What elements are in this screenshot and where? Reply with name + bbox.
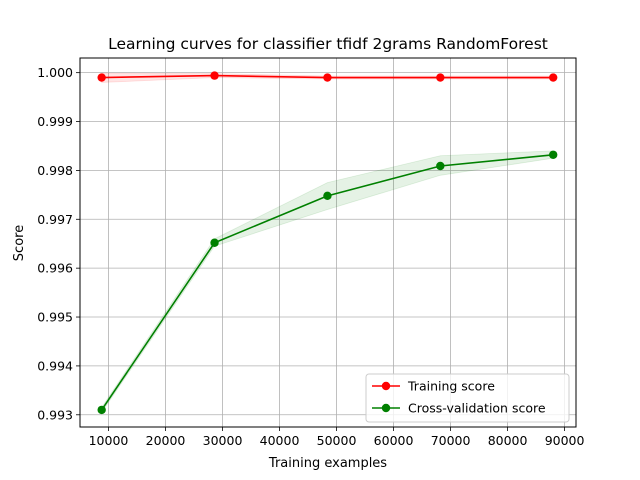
y-tick-label: 0.995 — [37, 310, 73, 325]
chart-title: Learning curves for classifier tfidf 2gr… — [108, 35, 548, 53]
x-tick-label: 30000 — [203, 433, 243, 448]
x-tick-label: 90000 — [545, 433, 585, 448]
data-point — [97, 405, 106, 415]
y-axis-ticks: 0.993 0.994 0.995 0.996 0.997 0.998 0.999 1.000 — [37, 65, 80, 422]
legend-label: Cross-validation score — [408, 401, 546, 416]
legend: Training score Cross-validation score — [365, 373, 570, 423]
data-point — [436, 161, 445, 171]
legend-marker — [381, 381, 391, 391]
y-axis-label: Score — [12, 225, 27, 261]
y-tick-label: 1.000 — [37, 65, 73, 80]
y-tick-label: 0.998 — [37, 163, 73, 178]
legend-box — [365, 373, 570, 423]
y-tick-label: 0.996 — [37, 261, 73, 276]
x-tick-label: 80000 — [488, 433, 528, 448]
data-point — [210, 238, 219, 247]
y-tick-label: 0.993 — [37, 407, 73, 422]
series-points — [97, 71, 558, 415]
legend-marker — [381, 403, 391, 413]
data-point — [548, 73, 558, 82]
x-tick-label: 50000 — [317, 433, 357, 448]
data-point — [436, 73, 445, 82]
x-axis-label: Training examples — [268, 456, 387, 471]
x-tick-label: 40000 — [260, 433, 300, 448]
legend-label: Training score — [407, 379, 495, 394]
data-point — [323, 191, 332, 201]
y-tick-label: 0.997 — [37, 212, 73, 227]
x-tick-label: 60000 — [374, 433, 414, 448]
x-tick-label: 70000 — [431, 433, 471, 448]
data-point — [97, 73, 106, 82]
data-point — [323, 73, 332, 82]
data-point — [548, 150, 558, 159]
x-tick-label: 20000 — [146, 433, 186, 448]
data-point — [210, 71, 219, 80]
x-axis-ticks: 10000 20000 30000 40000 50000 60000 70000 80000… — [89, 427, 585, 448]
y-tick-label: 0.999 — [37, 114, 73, 129]
plot-frame — [79, 57, 577, 428]
x-tick-label: 10000 — [89, 433, 129, 448]
y-tick-label: 0.994 — [37, 358, 73, 373]
